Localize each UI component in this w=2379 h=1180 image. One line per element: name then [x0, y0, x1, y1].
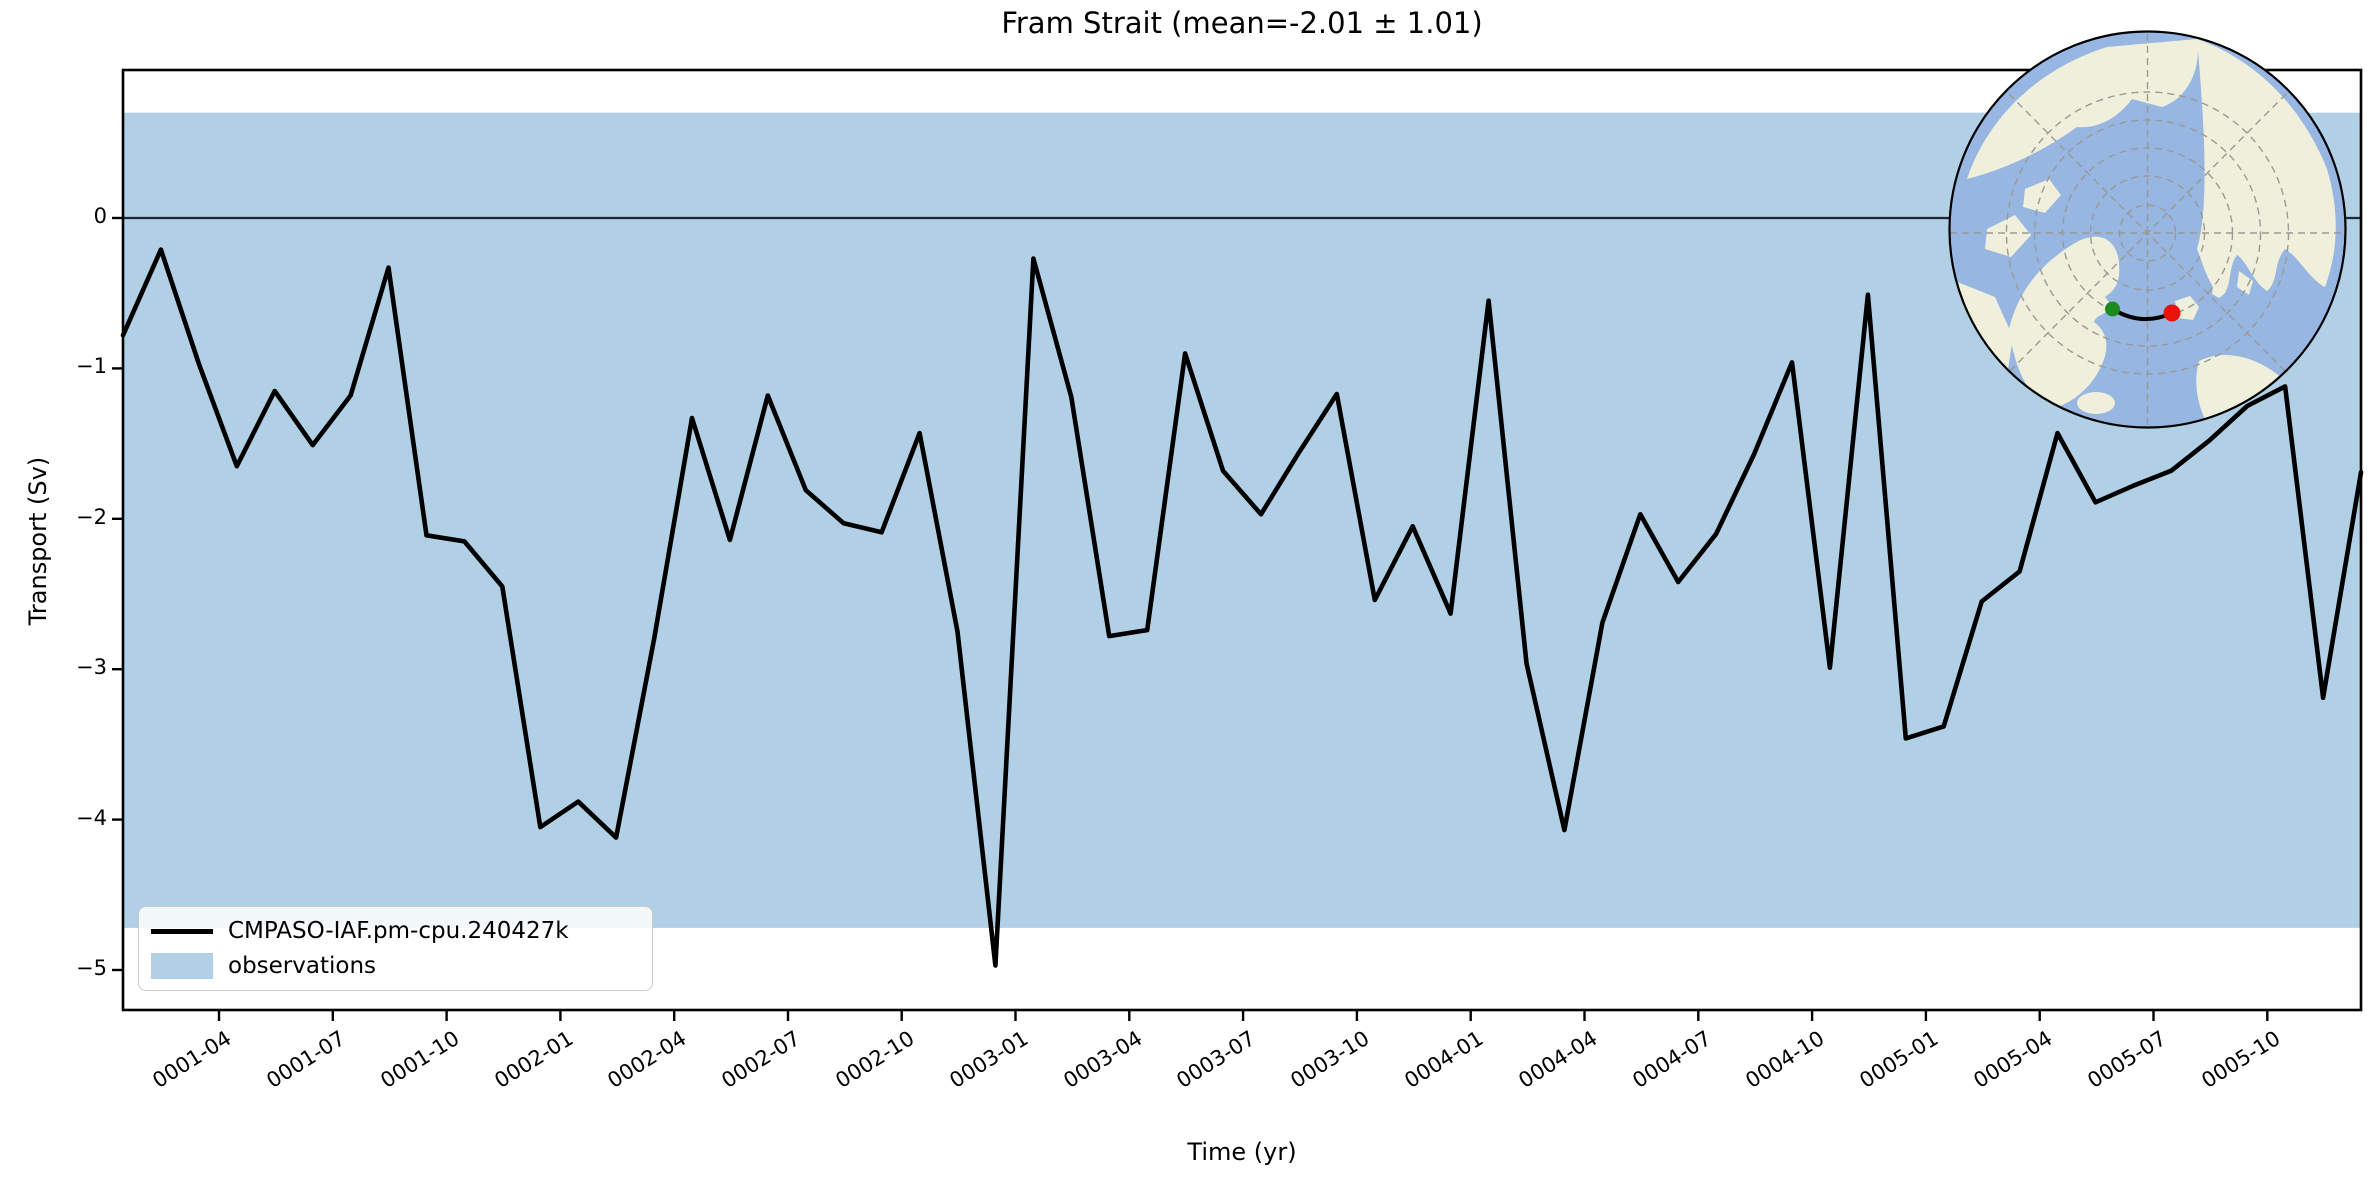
legend-entry-series: CMPASO-IAF.pm-cpu.240427k [151, 918, 640, 944]
x-tick-label: 0002-04 [603, 1026, 691, 1093]
chart-title: Fram Strait (mean=-2.01 ± 1.01) [1001, 6, 1483, 40]
x-tick-label: 0005-07 [2083, 1026, 2171, 1093]
x-tick-label: 0004-07 [1627, 1026, 1716, 1093]
y-axis-label: Transport (Sv) [24, 456, 52, 626]
inset-map [1948, 30, 2347, 429]
x-tick-label: 0005-01 [1855, 1026, 1943, 1093]
x-tick-label: 0002-01 [489, 1026, 578, 1093]
map-land-greenland [2009, 236, 2120, 409]
x-tick-label: 0005-10 [2196, 1026, 2285, 1093]
x-tick-label: 0004-01 [1400, 1026, 1488, 1093]
x-tick-label: 0004-10 [1741, 1026, 1829, 1093]
map-border [1948, 30, 2347, 429]
x-tick-label: 0001-07 [262, 1026, 350, 1093]
legend-line-swatch [151, 928, 213, 934]
x-tick-label: 0003-10 [1286, 1026, 1374, 1093]
series-line [120, 247, 2364, 968]
y-tick-label: −1 [76, 354, 107, 379]
y-tick-label: 0 [93, 204, 107, 228]
map-graticule [1950, 34, 2345, 428]
tick-marks [112, 216, 2269, 1021]
x-tick-label: 0003-07 [1172, 1026, 1260, 1093]
map-island-iceland [2077, 391, 2115, 415]
axes-spines [121, 68, 2363, 1012]
x-tick-label: 0001-10 [376, 1026, 464, 1093]
x-tick-label: 0003-04 [1058, 1026, 1147, 1093]
map-land-alaska-chukotka [1967, 39, 2198, 179]
y-tick-label: −3 [76, 655, 107, 680]
map-island-ellesmere [2023, 179, 2061, 213]
legend-series-label: CMPASO-IAF.pm-cpu.240427k [228, 918, 569, 944]
y-tick-label: −2 [76, 504, 107, 529]
y-tick-label: −5 [76, 956, 107, 980]
x-tick-label: 0002-10 [831, 1026, 919, 1093]
legend-entry-observations: observations [151, 953, 640, 979]
legend: CMPASO-IAF.pm-cpu.240427k observations [138, 906, 653, 991]
x-tick-label: 0002-07 [717, 1026, 805, 1093]
x-tick-label: 0004-04 [1514, 1026, 1602, 1093]
x-axis-label: Time (yr) [1187, 1138, 1297, 1166]
map-island-novaya-zemlya [2237, 271, 2253, 295]
x-tick-label: 0003-01 [945, 1026, 1033, 1093]
start-point-marker [2105, 301, 2120, 317]
end-point-marker [2163, 304, 2181, 322]
map-island-baffin [1985, 215, 2031, 257]
legend-band-label: observations [228, 953, 377, 979]
legend-band-swatch [151, 953, 213, 979]
map-island-svalbard [2175, 296, 2199, 320]
map-island-franz-josef [2212, 285, 2226, 298]
x-tick-label: 0005-04 [1969, 1026, 2057, 1093]
x-tick-label: 0001-04 [148, 1026, 236, 1093]
y-tick-label: −4 [76, 805, 107, 830]
